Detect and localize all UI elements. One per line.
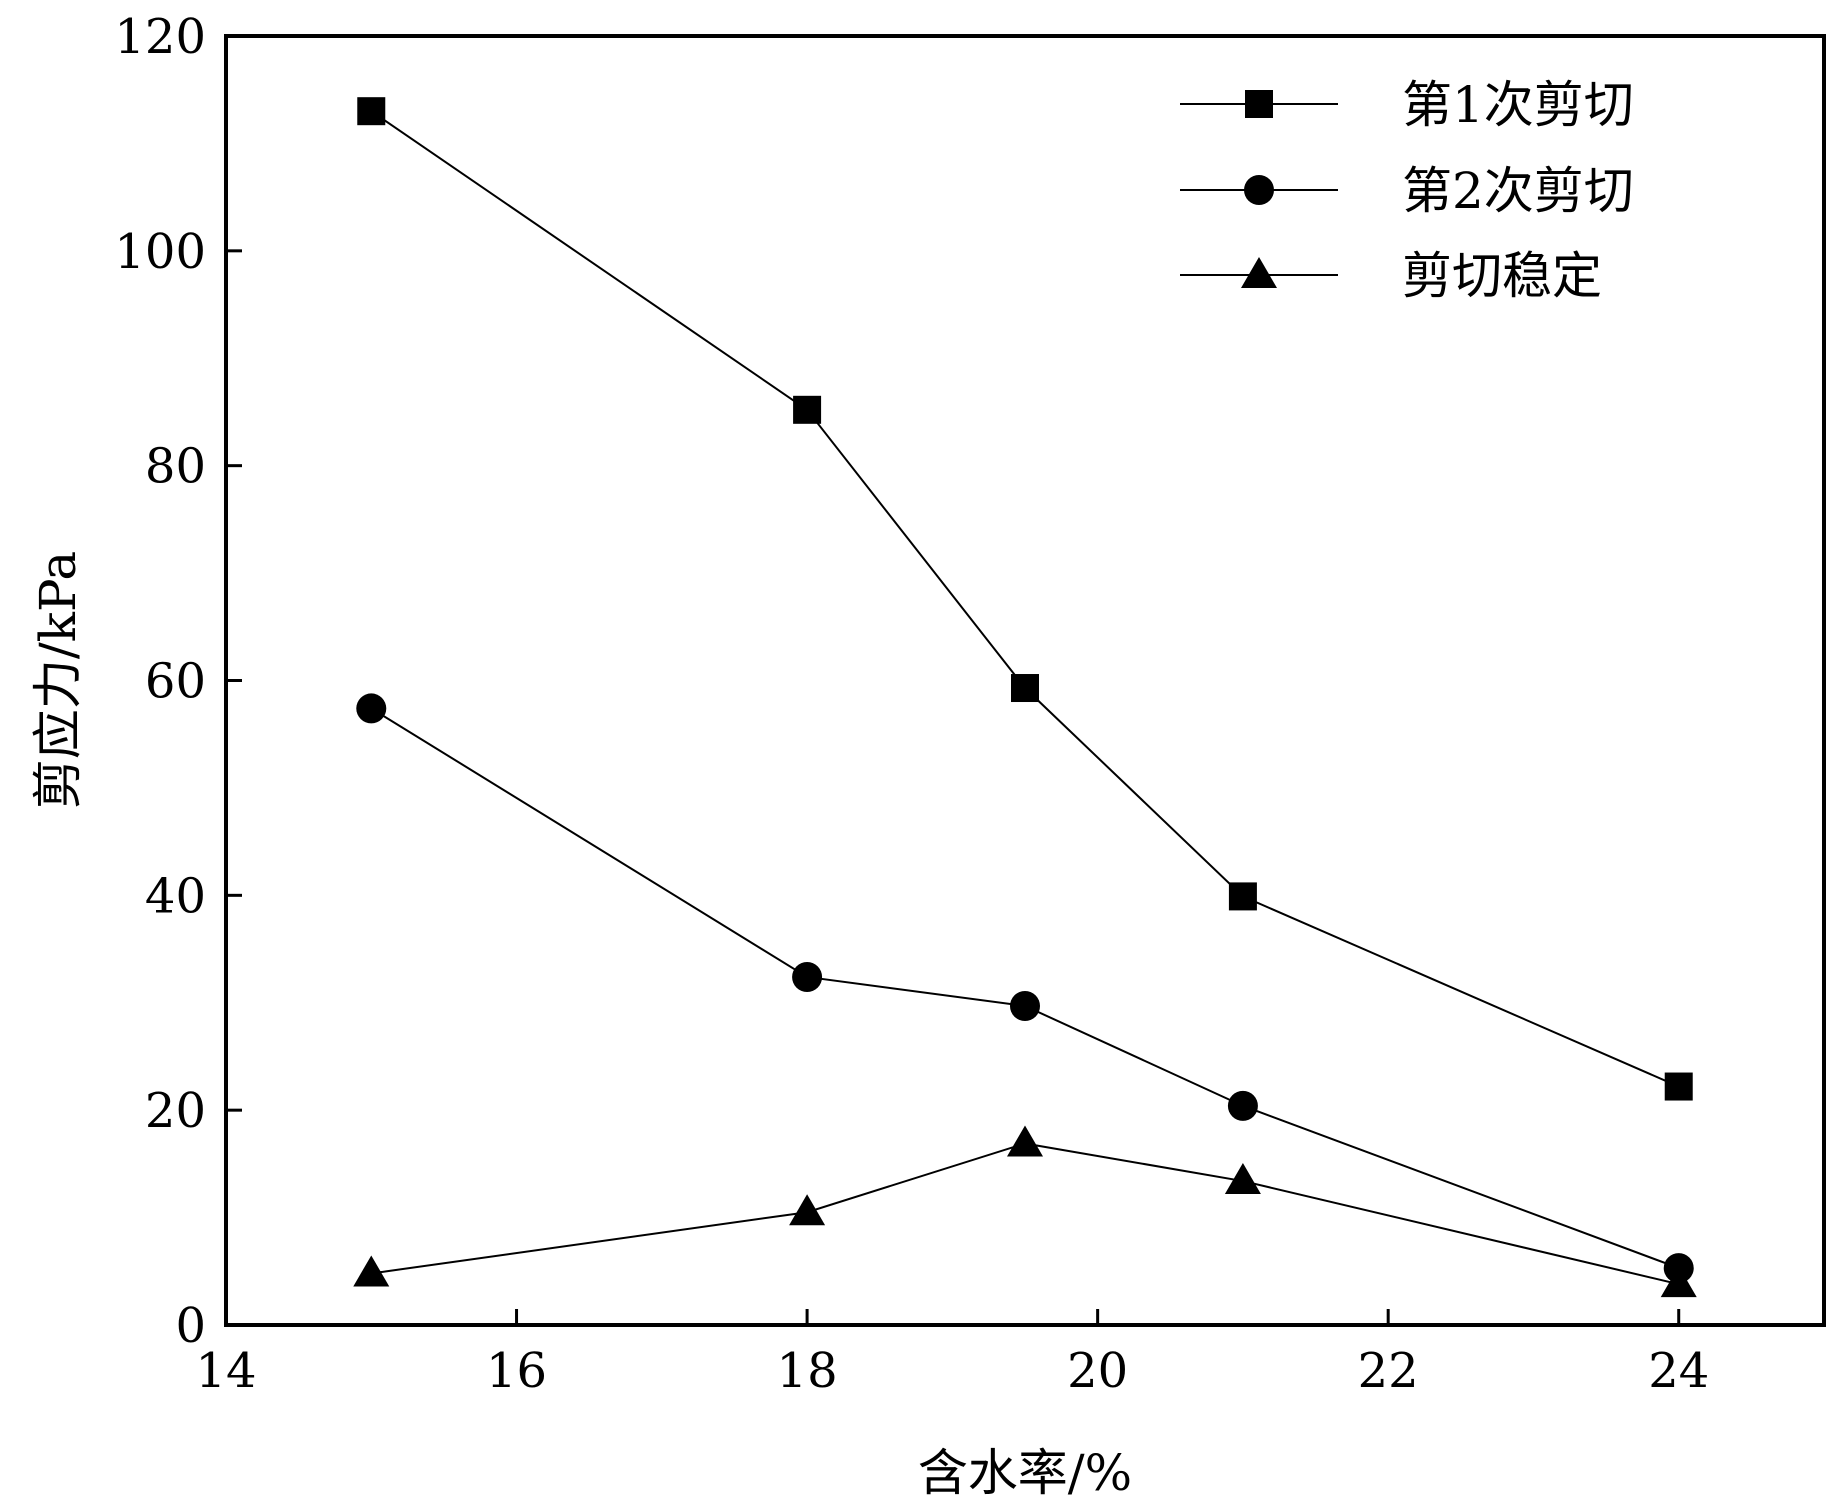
y-tick-label: 40 <box>145 868 206 924</box>
y-tick-label: 20 <box>145 1083 206 1139</box>
legend-marker-square <box>1245 90 1273 118</box>
y-tick-label: 60 <box>145 654 206 710</box>
series-1-point <box>793 395 822 424</box>
x-tick-label: 14 <box>195 1343 256 1399</box>
legend-label: 剪切稳定 <box>1402 247 1602 305</box>
series-1-point <box>357 97 386 126</box>
series-1-point <box>1228 882 1257 911</box>
x-axis-title: 含水率/% <box>918 1444 1132 1502</box>
legend-item-1: 第1次剪切 <box>1180 76 1634 134</box>
series-3 <box>353 1125 1697 1298</box>
legend-marker-circle <box>1244 175 1274 205</box>
legend-item-3: 剪切稳定 <box>1180 247 1602 305</box>
series-3-point <box>353 1255 390 1287</box>
legend-label: 第1次剪切 <box>1402 76 1634 134</box>
series-2-point <box>1010 990 1040 1021</box>
y-tick-label: 80 <box>145 439 206 495</box>
tick-labels-layer: 14 16 18 20 22 24 0 20 40 60 80 100 120 <box>114 9 1709 1399</box>
series-1-point <box>1664 1072 1693 1101</box>
series-2-point <box>356 693 387 724</box>
x-tick-label: 16 <box>486 1343 547 1399</box>
x-tick-label: 18 <box>777 1343 838 1399</box>
legend-marker-triangle <box>1241 257 1277 288</box>
x-tick-label: 22 <box>1358 1343 1419 1399</box>
series-3-point <box>1007 1125 1043 1157</box>
series-2-point <box>1227 1090 1258 1121</box>
y-axis-title: 剪应力/kPa <box>29 551 87 809</box>
x-tick-label: 24 <box>1648 1343 1709 1399</box>
series-2 <box>356 693 1694 1284</box>
x-tick-label: 20 <box>1067 1343 1128 1399</box>
y-tick-label: 120 <box>114 9 206 65</box>
series-layer <box>353 97 1697 1298</box>
legend-label: 第2次剪切 <box>1402 162 1634 220</box>
y-tick-label: 100 <box>114 224 206 280</box>
series-1 <box>357 97 1693 1101</box>
y-tick-label: 0 <box>175 1298 206 1354</box>
series-3-point <box>789 1194 826 1226</box>
series-3-point <box>1660 1266 1697 1298</box>
ticks-layer <box>224 34 1681 1327</box>
legend-item-2: 第2次剪切 <box>1180 162 1634 220</box>
series-3-point <box>1224 1163 1261 1195</box>
series-1-point <box>1011 674 1039 703</box>
series-2-point <box>792 961 823 992</box>
